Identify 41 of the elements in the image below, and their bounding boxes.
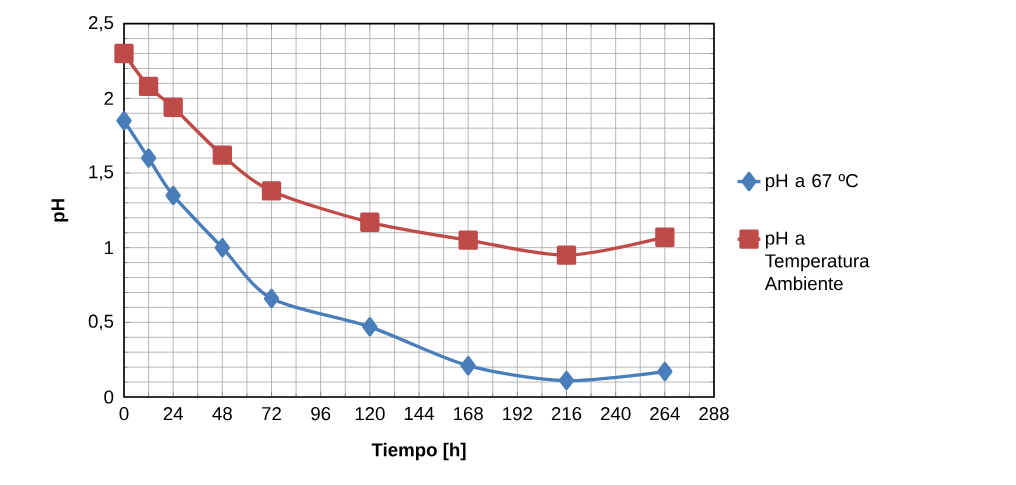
point [263,288,280,309]
point [655,227,675,247]
y-tick-label: 1 [105,241,114,255]
point [214,238,231,258]
x-tick-label: 288 [699,407,729,421]
x-tick-label: 168 [454,407,483,421]
point [165,185,181,206]
x-tick-label: 120 [355,407,385,421]
y-tick-label: 2,5 [88,15,114,32]
legend-label: pH a Temperatura Ambiente [764,231,870,291]
y-tick-label: 2 [104,91,114,105]
point [261,181,282,201]
point [360,212,380,232]
point [116,111,132,131]
y-axis-title: pH [51,199,69,222]
point [163,97,183,117]
legend-label: pH a 67 ºC [765,174,858,191]
x-tick-label: 216 [551,407,582,421]
point [657,361,673,382]
x-tick-label: 24 [163,407,183,421]
point [138,76,159,97]
x-tick-label: 144 [404,407,435,420]
x-tick-label: 48 [212,407,232,421]
y-tick-label: 1,5 [89,165,114,181]
point [556,245,577,265]
x-axis-title: Tiempo [h] [371,442,466,461]
point [458,230,478,250]
x-tick-label: 72 [262,407,281,421]
point [362,317,378,337]
x-tick-label: 0 [119,407,129,421]
x-tick-label: 240 [601,407,631,421]
point [460,355,476,376]
y-tick-label: 0,5 [88,314,114,331]
x-tick-label: 192 [503,407,532,421]
point [558,370,575,391]
x-tick-label: 264 [650,407,680,421]
point [114,43,134,64]
point [212,145,233,165]
x-tick-label: 96 [311,407,331,421]
y-tick-label: 0 [104,390,114,404]
point [140,148,157,168]
